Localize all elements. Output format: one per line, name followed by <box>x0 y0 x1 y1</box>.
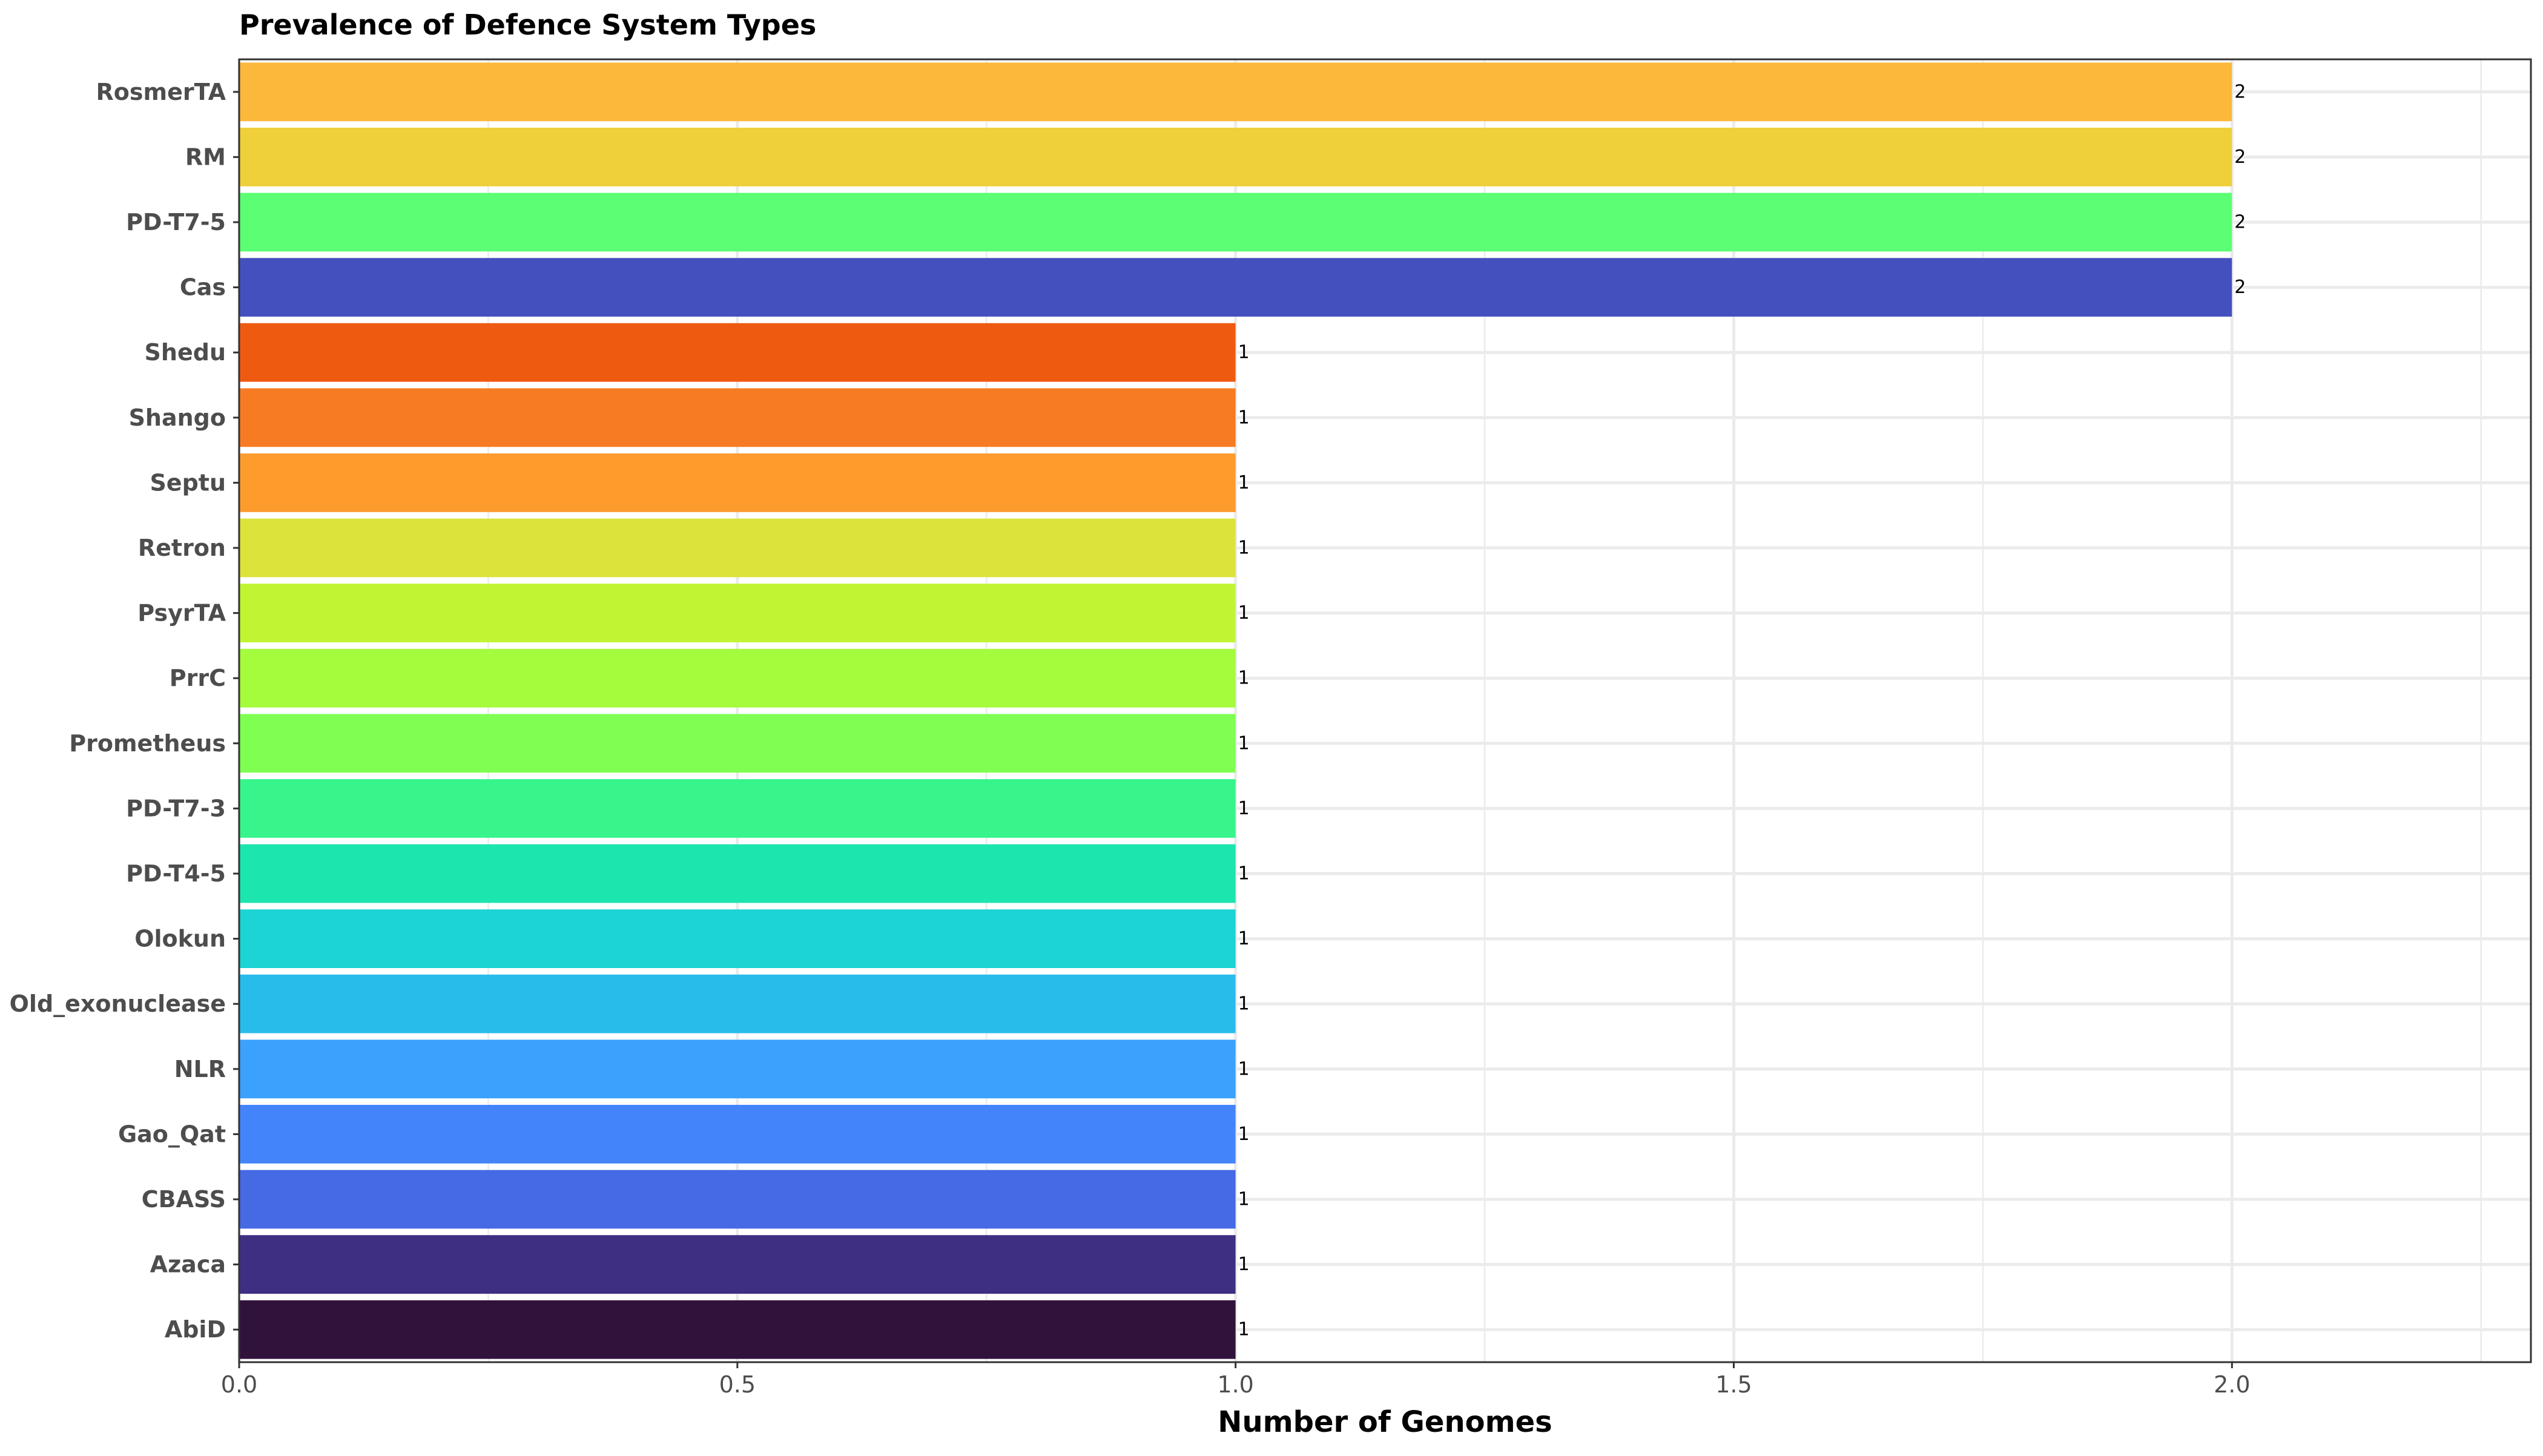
y-tick-label: Olokun <box>134 926 226 952</box>
bar-value-label: 1 <box>1238 1189 1250 1210</box>
bar-value-label: 1 <box>1238 472 1250 493</box>
y-tick-label: PrrC <box>170 665 226 691</box>
bar-rm <box>239 127 2232 186</box>
bar-value-label: 1 <box>1238 602 1250 624</box>
bar-abid <box>239 1300 1236 1359</box>
y-tick-label: Septu <box>150 469 226 496</box>
bar-prrc <box>239 648 1236 708</box>
bar-value-label: 2 <box>2234 81 2246 102</box>
x-axis-title: Number of Genomes <box>1218 1405 1552 1439</box>
y-tick-label: PD-T7-5 <box>126 209 226 236</box>
bar-cbass <box>239 1170 1236 1229</box>
y-tick-label: NLR <box>174 1056 226 1082</box>
y-tick-label: Prometheus <box>69 730 226 757</box>
y-tick-label: Azaca <box>150 1251 226 1278</box>
y-tick-label: Cas <box>180 274 226 301</box>
bar-value-label: 1 <box>1238 342 1250 363</box>
bar-olokun <box>239 909 1236 969</box>
bar-rosmerta <box>239 62 2232 122</box>
label-layer: RosmerTA 2 RM 2 PD-T7-5 2 Cas 2 Shedu 1 Shango 1 Sep… <box>10 79 2246 1343</box>
bar-value-label: 2 <box>2234 277 2246 298</box>
bar-value-label: 1 <box>1238 1319 1250 1340</box>
bar-shedu <box>239 323 1236 382</box>
bar-nlr <box>239 1039 1236 1099</box>
bar-value-label: 1 <box>1238 407 1250 428</box>
bar-value-label: 1 <box>1238 733 1250 754</box>
x-tick-label: 2.0 <box>2214 1371 2250 1398</box>
bar-old-exonuclease <box>239 974 1236 1033</box>
x-tick-label: 0.5 <box>719 1371 756 1398</box>
bar-pd-t7-5 <box>239 193 2232 252</box>
y-tick-label: PD-T7-3 <box>126 795 226 822</box>
bar-retron <box>239 518 1236 578</box>
y-tick-label: RM <box>185 143 226 170</box>
x-tick-label: 1.0 <box>1217 1371 1253 1398</box>
bar-value-label: 2 <box>2234 147 2246 168</box>
y-tick-label: AbiD <box>165 1316 226 1343</box>
bar-value-label: 1 <box>1238 538 1250 559</box>
bar-value-label: 1 <box>1238 1254 1250 1275</box>
bar-prometheus <box>239 714 1236 773</box>
x-tick-label: 1.5 <box>1715 1371 1752 1398</box>
plot-border <box>238 58 2532 1363</box>
y-tick-label: Shango <box>129 404 226 431</box>
bar-psyrta <box>239 584 1236 643</box>
y-tick-label: PsyrTA <box>137 600 226 627</box>
y-tick-label: PD-T4-5 <box>126 860 226 887</box>
y-tick-label: Shedu <box>145 339 226 366</box>
bar-shango <box>239 388 1236 447</box>
chart-title: Prevalence of Defence System Types <box>239 8 816 41</box>
y-tick-label: RosmerTA <box>96 79 226 105</box>
bar-azaca <box>239 1235 1236 1294</box>
bar-cas <box>239 258 2232 317</box>
bar-value-label: 1 <box>1238 863 1250 884</box>
bar-value-label: 1 <box>1238 1058 1250 1079</box>
bar-value-label: 1 <box>1238 993 1250 1015</box>
bar-value-label: 1 <box>1238 668 1250 689</box>
bar-gao-qat <box>239 1104 1236 1164</box>
bar-value-label: 1 <box>1238 798 1250 819</box>
y-tick-label: Old_exonuclease <box>10 990 226 1017</box>
bar-pd-t4-5 <box>239 844 1236 903</box>
bar-pd-t7-3 <box>239 779 1236 838</box>
bar-value-label: 1 <box>1238 1124 1250 1145</box>
y-tick-label: Gao_Qat <box>118 1121 226 1147</box>
bar-layer <box>239 62 2232 1359</box>
bar-septu <box>239 453 1236 512</box>
axis-layer: 0.0 0.5 1.0 1.5 2.0 <box>221 91 2251 1398</box>
bar-value-label: 1 <box>1238 928 1250 949</box>
y-tick-label: Retron <box>138 535 226 561</box>
y-tick-label: CBASS <box>142 1186 226 1213</box>
x-tick-label: 0.0 <box>221 1371 257 1398</box>
bar-value-label: 2 <box>2234 212 2246 233</box>
